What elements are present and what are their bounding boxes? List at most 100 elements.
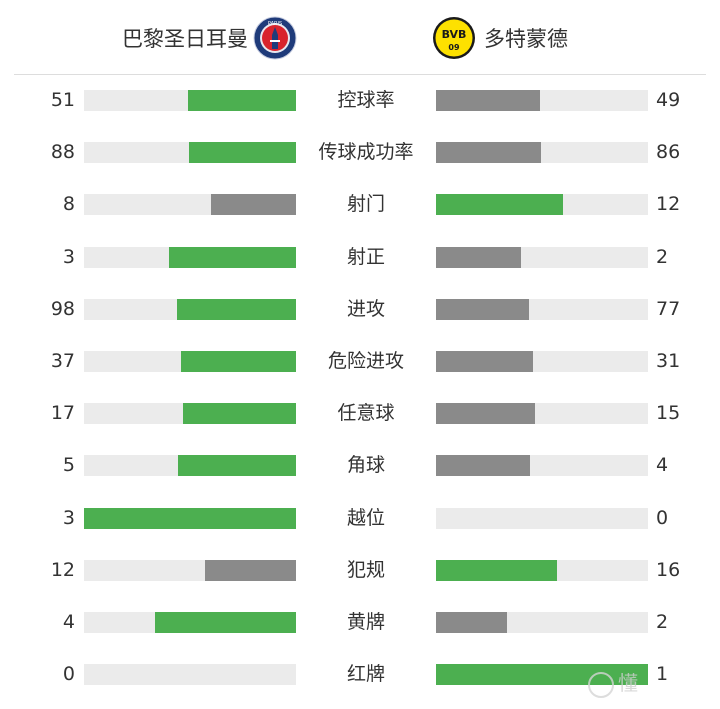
stat-row: 88 传球成功率 86 [0, 127, 720, 179]
stat-label: 任意球 [337, 402, 395, 425]
bvb-crest-year: 09 [448, 43, 460, 52]
away-stat-bar [436, 90, 648, 111]
stat-label: 犯规 [346, 558, 385, 581]
home-stat-fill [154, 612, 296, 633]
away-stat-value: 4 [656, 454, 669, 477]
stat-label: 角球 [346, 454, 385, 477]
home-stat-value: 88 [50, 141, 75, 164]
home-stat-bar [84, 142, 296, 164]
home-stat-value: 51 [50, 89, 75, 111]
away-stat-fill [436, 142, 541, 164]
away-stat-bar [436, 194, 648, 216]
home-stat-bar [84, 559, 296, 581]
stat-row: 17 任意球 15 [0, 388, 720, 440]
away-stat-value: 31 [656, 350, 681, 372]
away-stat-value: 49 [656, 89, 681, 111]
stat-label: 传球成功率 [318, 141, 414, 164]
home-stat-bar [84, 298, 296, 320]
psg-crest-icon[interactable]: PARIS [253, 16, 297, 60]
stat-row: 4 黄牌 2 [0, 597, 720, 649]
home-stat-value: 0 [62, 663, 75, 686]
away-stat-value: 15 [656, 402, 681, 425]
stat-row: 98 进攻 77 [0, 284, 720, 336]
home-stat-fill [211, 194, 296, 216]
stat-label: 射正 [346, 245, 385, 268]
away-stat-value: 12 [656, 193, 681, 216]
away-stat-fill [436, 559, 558, 581]
stat-row: 5 角球 4 [0, 440, 720, 492]
football-watermark-icon [588, 671, 614, 698]
header-divider [14, 74, 706, 75]
home-stat-value: 3 [62, 506, 75, 529]
home-stat-bar [84, 455, 296, 477]
away-stat-bar [436, 351, 648, 372]
away-stat-fill [436, 612, 507, 633]
home-stat-value: 12 [50, 558, 75, 581]
stat-label: 红牌 [346, 663, 385, 686]
bvb-crest-icon[interactable]: BVB 09 [432, 16, 476, 60]
away-stat-value: 1 [656, 663, 669, 686]
home-stat-value: 8 [62, 193, 75, 216]
home-stat-bar [84, 246, 296, 268]
home-stat-bar [84, 507, 296, 529]
stat-row: 51 控球率 49 [0, 75, 720, 127]
home-stat-fill [180, 351, 296, 372]
away-stat-bar [436, 142, 648, 164]
home-stat-fill [177, 298, 296, 320]
home-stat-value: 98 [50, 297, 75, 320]
away-stat-value: 16 [656, 558, 681, 581]
match-header: 巴黎圣日耳曼 PARIS BVB 09 多特蒙德 [0, 0, 720, 74]
home-stat-value: 17 [50, 402, 75, 425]
home-stat-bar [84, 403, 296, 425]
away-stat-value: 2 [656, 611, 669, 633]
away-stat-bar [436, 559, 648, 581]
stat-label: 越位 [346, 506, 385, 529]
stat-label: 进攻 [346, 297, 385, 320]
stat-row: 8 射门 12 [0, 179, 720, 231]
home-stat-value: 4 [62, 611, 75, 633]
home-stat-fill [168, 246, 296, 268]
away-stat-fill [436, 351, 533, 372]
home-stat-fill [84, 507, 296, 529]
home-stat-bar [84, 664, 296, 686]
away-stat-value: 86 [656, 141, 681, 164]
away-stat-fill [436, 455, 531, 477]
stat-label: 射门 [346, 193, 385, 216]
stat-label: 控球率 [337, 89, 395, 111]
home-stat-value: 3 [62, 245, 75, 268]
stat-row: 12 犯规 16 [0, 545, 720, 597]
away-stat-bar [436, 298, 648, 320]
home-team-name[interactable]: 巴黎圣日耳曼 [122, 27, 248, 51]
stat-row: 37 危险进攻 31 [0, 336, 720, 388]
home-stat-fill [205, 559, 296, 581]
bvb-crest-text: BVB [442, 28, 467, 41]
home-stat-bar [84, 612, 296, 633]
stat-label: 危险进攻 [327, 350, 404, 372]
away-team-name[interactable]: 多特蒙德 [484, 27, 568, 51]
psg-crest-text: PARIS [268, 21, 282, 27]
away-stat-fill [436, 403, 536, 425]
away-stat-bar [436, 612, 648, 633]
home-stat-bar [84, 194, 296, 216]
away-stat-value: 77 [656, 297, 681, 320]
home-stat-fill [178, 455, 296, 477]
away-stat-fill [436, 298, 530, 320]
stat-row: 3 越位 0 [0, 493, 720, 545]
away-stat-bar [436, 246, 648, 268]
away-stat-bar [436, 507, 648, 529]
away-stat-fill [436, 246, 521, 268]
home-stat-fill [188, 142, 296, 164]
home-stat-bar [84, 90, 296, 111]
watermark: 懂 [588, 663, 718, 703]
away-stat-fill [436, 194, 564, 216]
home-stat-fill [183, 403, 296, 425]
watermark-text: 懂 [618, 671, 638, 695]
away-stat-fill [436, 90, 540, 111]
away-stat-value: 2 [656, 245, 669, 268]
home-stat-value: 37 [50, 350, 75, 372]
stat-row: 3 射正 2 [0, 232, 720, 284]
home-stat-bar [84, 351, 296, 372]
home-stat-fill [187, 90, 296, 111]
away-stat-bar [436, 455, 648, 477]
away-stat-bar [436, 403, 648, 425]
